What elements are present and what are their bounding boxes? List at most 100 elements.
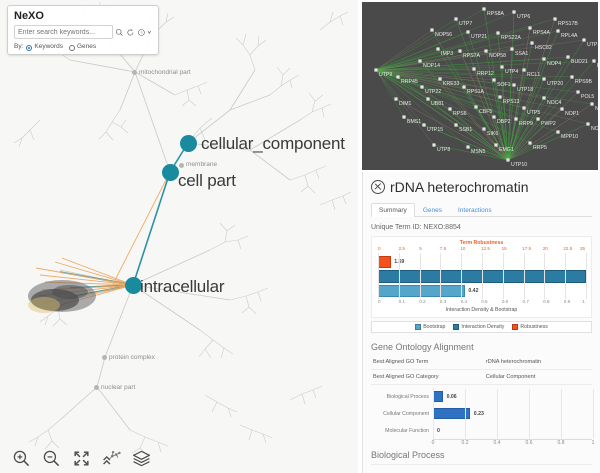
chevron-down-icon[interactable] bbox=[147, 26, 152, 39]
gene-node-mpp10[interactable]: MPP10 bbox=[561, 134, 579, 140]
term-detail-panel[interactable]: rDNA heterochromatin Summary Genes Inter… bbox=[362, 172, 600, 473]
node-dot-intracellular[interactable] bbox=[125, 277, 142, 294]
zoom-in-icon[interactable] bbox=[12, 449, 31, 468]
node-dot-nuclear-part[interactable] bbox=[94, 385, 99, 390]
node-label-cell-part[interactable]: cell part bbox=[178, 171, 236, 190]
gene-node-nop6[interactable]: NOP6 bbox=[591, 126, 598, 132]
gene-node-sik6[interactable]: SIK6 bbox=[487, 131, 499, 137]
gene-node-rrp5[interactable]: RRP5 bbox=[533, 145, 547, 151]
gene-node-sof1[interactable]: SOF1 bbox=[497, 82, 511, 88]
gene-node-pol5[interactable]: POL5 bbox=[581, 94, 595, 100]
node-label-intracellular[interactable]: intracellular bbox=[140, 277, 225, 296]
gene-node-utp4[interactable]: UTP4 bbox=[505, 69, 519, 75]
gene-node-utp21[interactable]: UTP21 bbox=[471, 34, 488, 40]
gene-node-utp20[interactable]: UTP20 bbox=[547, 81, 564, 87]
gene-node-nan1[interactable]: NAN1 bbox=[595, 106, 598, 112]
node-dot-membrane[interactable] bbox=[179, 163, 184, 168]
legend-item-robustness[interactable]: Robustness bbox=[512, 324, 548, 330]
gene-node-kre33[interactable]: KRE33 bbox=[443, 81, 460, 87]
search-icon[interactable] bbox=[115, 26, 124, 39]
gene-node-msn5[interactable]: MSN5 bbox=[471, 149, 486, 155]
gene-node-utp6[interactable]: UTP6 bbox=[517, 14, 531, 20]
gene-node-ssb1[interactable]: SSB1 bbox=[459, 127, 473, 133]
gene-node-utp7[interactable]: UTP7 bbox=[459, 21, 473, 27]
gene-node-utp15[interactable]: UTP15 bbox=[427, 127, 444, 133]
refresh-icon[interactable] bbox=[126, 26, 135, 39]
ontology-tree-graph[interactable] bbox=[0, 0, 358, 473]
legend-item-interaction-density[interactable]: Interaction Density bbox=[453, 324, 504, 330]
gene-node-rps17b[interactable]: RPS17B bbox=[558, 21, 578, 27]
node-label-mitochondrial-part[interactable]: mitochondrial part bbox=[139, 69, 191, 76]
node-dot-protein-complex[interactable] bbox=[102, 355, 107, 360]
gene-node-bud21[interactable]: BUD21 bbox=[571, 59, 588, 65]
gene-node-rps13[interactable]: RPS13 bbox=[503, 99, 520, 105]
gene-node-nop58[interactable]: NOP58 bbox=[489, 53, 507, 59]
ontology-tree-panel[interactable]: cellular_component cell part intracellul… bbox=[0, 0, 358, 473]
gene-node-rps6[interactable]: RPS6 bbox=[453, 111, 467, 117]
page-title: rDNA heterochromatin bbox=[390, 179, 529, 195]
legend-item-bootstrap[interactable]: Bootstrap bbox=[415, 324, 445, 330]
gene-node-rps8a[interactable]: RPS8A bbox=[487, 11, 505, 17]
gene-node-nop56[interactable]: NOP56 bbox=[435, 32, 453, 38]
gene-node-rrp9[interactable]: RRP9 bbox=[519, 121, 533, 127]
gene-node-nop14[interactable]: NOP14 bbox=[423, 63, 441, 69]
gene-node-utp8[interactable]: UTP8 bbox=[437, 147, 451, 153]
layers-icon[interactable] bbox=[132, 449, 151, 468]
radio-genes-label[interactable]: Genes bbox=[76, 43, 97, 50]
gene-node-utp9[interactable]: UTP9 bbox=[379, 72, 393, 78]
radio-genes[interactable] bbox=[68, 44, 75, 51]
gene-node-nop1[interactable]: NOP1 bbox=[565, 111, 580, 117]
tab-summary[interactable]: Summary bbox=[371, 203, 415, 217]
tab-interactions[interactable]: Interactions bbox=[457, 207, 492, 214]
radio-keywords-label[interactable]: Keywords bbox=[34, 43, 63, 50]
gene-node-utp13[interactable]: UTP13 bbox=[587, 42, 598, 48]
gene-node-pwp2[interactable]: PWP2 bbox=[541, 121, 556, 127]
gene-node-hsc82[interactable]: HSC82 bbox=[535, 45, 552, 51]
gene-node-utp22[interactable]: UTP22 bbox=[425, 89, 442, 95]
node-label-protein-complex[interactable]: protein complex bbox=[109, 354, 155, 361]
fit-screen-icon[interactable] bbox=[72, 449, 91, 468]
node-label-nuclear-part[interactable]: nuclear part bbox=[101, 384, 136, 391]
gene-node-enp1[interactable]: ENP1 bbox=[597, 63, 598, 69]
node-dot-mitochondrial-part[interactable] bbox=[132, 70, 137, 75]
gene-node-imp3[interactable]: IMP3 bbox=[441, 51, 454, 57]
search-input[interactable] bbox=[14, 25, 113, 39]
node-label-cellular-component[interactable]: cellular_component bbox=[201, 134, 345, 153]
gene-node-noc4[interactable]: NOC4 bbox=[547, 100, 562, 106]
gene-node-rrp45[interactable]: RRP45 bbox=[401, 79, 418, 85]
node-label-membrane[interactable]: membrane bbox=[186, 161, 218, 168]
node-dot-cell-part[interactable] bbox=[162, 164, 179, 181]
zoom-out-icon[interactable] bbox=[42, 449, 61, 468]
gene-node-ub81[interactable]: UB81 bbox=[431, 101, 444, 107]
gene-node-rpl4a[interactable]: RPL4A bbox=[561, 33, 578, 39]
tree-edges bbox=[59, 29, 301, 431]
help-icon[interactable]: ? bbox=[137, 26, 146, 39]
gene-node-rps1a[interactable]: RPS1A bbox=[467, 89, 485, 95]
tab-genes[interactable]: Genes bbox=[422, 207, 442, 214]
search-panel[interactable]: NeXO ? By: Keywords Genes bbox=[7, 5, 159, 55]
gene-node-rps22a[interactable]: RPS22A bbox=[501, 35, 521, 41]
gene-node-rcl1[interactable]: RCL1 bbox=[527, 72, 541, 78]
gene-node-utp18[interactable]: UTP18 bbox=[517, 87, 534, 93]
gene-node-rps7a[interactable]: RPS7A bbox=[463, 53, 481, 59]
tree-toolbar[interactable] bbox=[0, 443, 358, 473]
gene-node-rps4a[interactable]: RPS4A bbox=[533, 30, 551, 36]
gene-node-cbf5[interactable]: CBF5 bbox=[479, 109, 493, 115]
close-circle-icon[interactable] bbox=[371, 180, 385, 194]
node-dot-cellular-component[interactable] bbox=[180, 135, 197, 152]
gene-node-rps9b[interactable]: RPS9B bbox=[575, 79, 593, 85]
gene-node-emg1[interactable]: EMG1 bbox=[499, 147, 514, 153]
gene-node-bms1[interactable]: BMS1 bbox=[407, 119, 422, 125]
radio-keywords[interactable] bbox=[26, 44, 33, 51]
gene-node-dbp2[interactable]: DBP2 bbox=[497, 119, 511, 125]
chart1-bottom-tick: 0.9 bbox=[563, 299, 571, 304]
gene-node-nop4[interactable]: NOP4 bbox=[547, 61, 562, 67]
gene-node-utp10[interactable]: UTP10 bbox=[511, 162, 528, 168]
gene-network-panel[interactable]: UTP9 RPS8A UTP6 UTP7 RPS17B NOP56 UTP21 RPS22A R… bbox=[362, 2, 598, 170]
gene-node-dim1[interactable]: DIM1 bbox=[399, 101, 412, 107]
gene-node-ssa1[interactable]: SSA1 bbox=[515, 51, 529, 57]
gene-node-utp5[interactable]: UTP5 bbox=[527, 110, 541, 116]
collapse-icon[interactable] bbox=[102, 449, 121, 468]
gene-node-rrp12[interactable]: RRP12 bbox=[477, 71, 494, 77]
detail-tabs[interactable]: Summary Genes Interactions bbox=[371, 202, 592, 217]
